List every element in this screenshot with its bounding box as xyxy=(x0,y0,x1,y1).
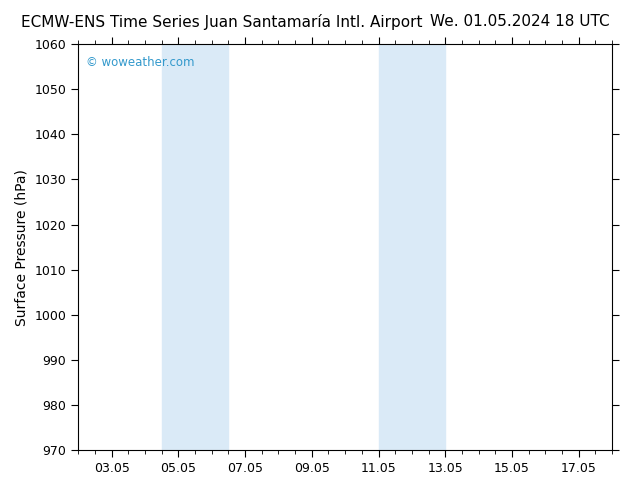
Text: © woweather.com: © woweather.com xyxy=(86,56,195,69)
Bar xyxy=(162,44,195,450)
Bar xyxy=(412,44,445,450)
Bar xyxy=(195,44,228,450)
Text: ECMW-ENS Time Series Juan Santamaría Intl. Airport: ECMW-ENS Time Series Juan Santamaría Int… xyxy=(21,14,423,30)
Text: We. 01.05.2024 18 UTC: We. 01.05.2024 18 UTC xyxy=(430,14,610,29)
Y-axis label: Surface Pressure (hPa): Surface Pressure (hPa) xyxy=(15,169,29,325)
Bar xyxy=(378,44,412,450)
